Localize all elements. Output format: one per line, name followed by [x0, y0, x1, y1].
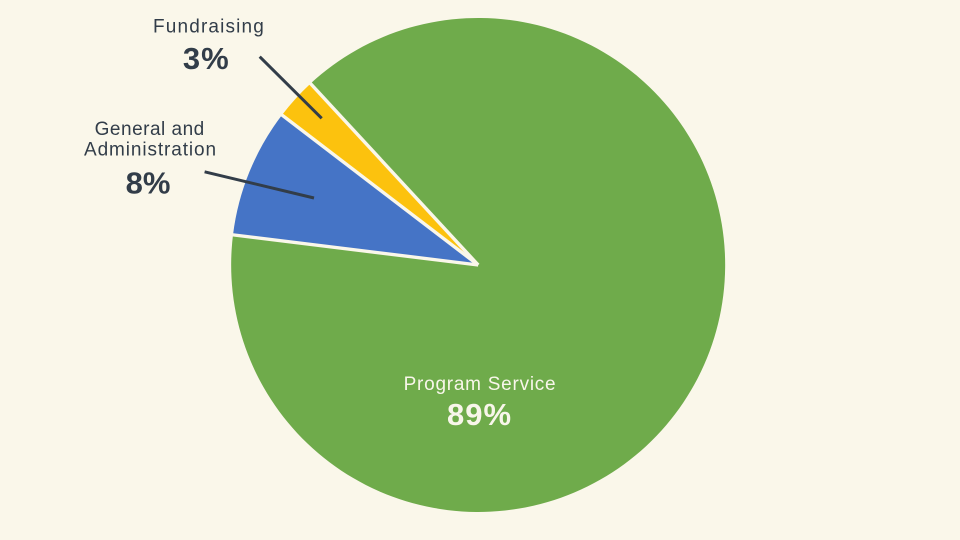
svg-text:Fundraising: Fundraising: [153, 16, 265, 37]
svg-text:Administration: Administration: [84, 140, 217, 161]
svg-text:Program Service: Program Service: [404, 374, 557, 395]
svg-text:89%: 89%: [447, 397, 512, 432]
svg-text:General and: General and: [95, 119, 205, 140]
svg-text:3%: 3%: [183, 41, 230, 76]
svg-text:8%: 8%: [126, 165, 171, 200]
